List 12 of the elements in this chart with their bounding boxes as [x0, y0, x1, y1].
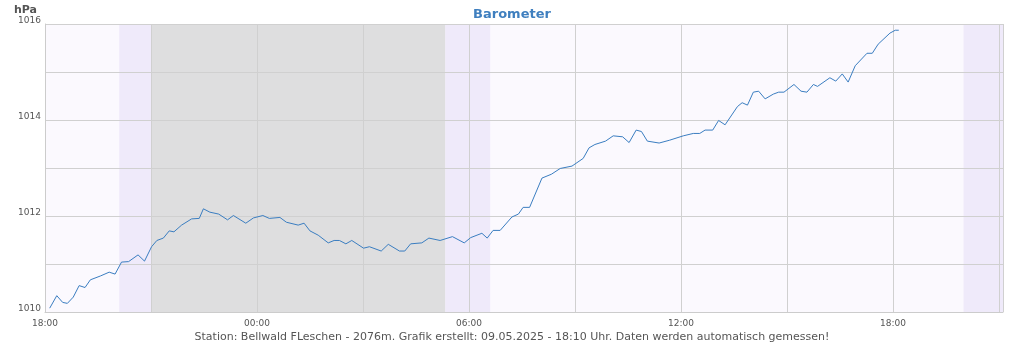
- x-tick-label: 18:00: [32, 317, 59, 328]
- text: Station: Bellwald FLeschen - 2076m. Grafik erstellt: 09.05.2025 - 18:10 Uhr. Daten werden automatisch gemessen!: [194, 330, 830, 343]
- x-tick-label: 18:00: [879, 317, 907, 328]
- y-tick-label: 1016: [18, 14, 42, 25]
- x-tick-label: 00:00: [244, 317, 271, 328]
- y-tick-label: 1012: [18, 206, 41, 217]
- chart-title: Barometer: [473, 6, 552, 21]
- y-axis-title: hPa: [13, 3, 37, 17]
- y-tick-label: 1010: [18, 302, 42, 313]
- x-tick-label: 12:00: [667, 317, 695, 328]
- x-tick-label: 06:00: [455, 317, 483, 328]
- y-tick-label: 1014: [18, 110, 42, 121]
